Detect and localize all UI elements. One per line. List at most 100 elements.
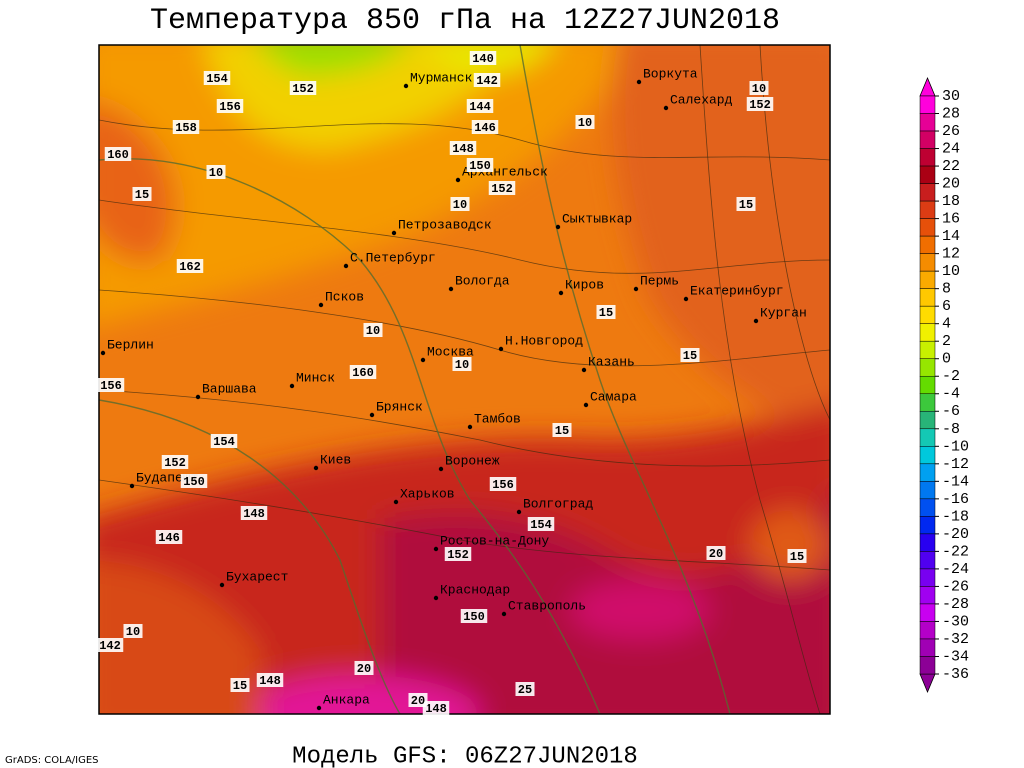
colorbar-label: -16 [942, 491, 969, 508]
city-label: Киев [320, 452, 351, 467]
contour-label: 148 [425, 702, 447, 716]
contour-label-box [575, 115, 595, 129]
contour-label: 20 [709, 547, 723, 561]
city-dot [558, 290, 564, 296]
city-label: Сыктывкар [562, 211, 632, 226]
contour-label-layer: 1401541521561581601421441461481501521621… [96, 51, 807, 716]
city-dot [219, 582, 225, 588]
colorbar-label: 22 [942, 158, 960, 175]
contour-label: 10 [455, 358, 469, 372]
city-dot [343, 263, 349, 269]
contour-label-box [206, 165, 226, 179]
city-dot [316, 705, 322, 711]
colorbar-label: -4 [942, 386, 960, 403]
colorbar-segment [919, 183, 936, 202]
colorbar-segment [919, 235, 936, 254]
colorbar-segment [919, 393, 936, 412]
colorbar-segment [919, 270, 936, 289]
city-label: Волгоград [523, 496, 593, 511]
colorbar-segment [919, 358, 936, 377]
colorbar-label: 26 [942, 123, 960, 140]
colorbar-label: -6 [942, 403, 960, 420]
contour-label: 150 [463, 610, 485, 624]
city-label: Н.Новгород [505, 333, 583, 348]
colorbar-segment [919, 621, 936, 640]
model-footer: Модель GFS: 06Z27JUN2018 [292, 743, 638, 768]
contour-label-box [289, 81, 317, 95]
colorbar-segment [919, 218, 936, 237]
city-dot [433, 595, 439, 601]
city-label: Киров [565, 277, 604, 292]
city-dot [313, 465, 319, 471]
colorbar-label: -26 [942, 578, 969, 595]
colorbar-label: 20 [942, 176, 960, 193]
city-dot [393, 499, 399, 505]
city-dot [369, 412, 375, 418]
contour-label: 10 [126, 625, 140, 639]
contour-label: 142 [476, 74, 498, 88]
city-label: Москва [427, 344, 474, 359]
contour-label: 15 [683, 349, 697, 363]
contour-label-box [216, 99, 244, 113]
city-dot [753, 318, 759, 324]
colorbar-segment [919, 463, 936, 482]
contour-label-box [749, 81, 769, 95]
contour-label-box [408, 693, 428, 707]
contour-label: 152 [447, 548, 469, 562]
colorbar-label: 16 [942, 211, 960, 228]
colorbar-label: -30 [942, 613, 969, 630]
colorbar-label: 2 [942, 333, 951, 350]
city-dot [195, 394, 201, 400]
city-label: Берлин [107, 337, 154, 352]
contour-label: 150 [469, 159, 491, 173]
contour-label-box [466, 99, 494, 113]
contour-label: 146 [474, 121, 496, 135]
contour-label: 148 [243, 507, 265, 521]
city-label: Ставрополь [508, 598, 586, 613]
colorbar-segment [919, 568, 936, 587]
city-dot [318, 302, 324, 308]
colorbar-segment [919, 148, 936, 167]
city-label: Курган [760, 305, 807, 320]
contour-label-box [256, 673, 284, 687]
colorbar-segment [919, 113, 936, 132]
colorbar-segment [919, 481, 936, 500]
city-dot [555, 224, 561, 230]
contour-label-box [449, 141, 477, 155]
contour-label-box [787, 549, 807, 563]
contour-label-box [473, 73, 501, 87]
contour-label-box [172, 120, 200, 134]
colorbar-segment [919, 95, 936, 114]
colorbar-top-arrow [919, 76, 936, 97]
colorbar-label: -34 [942, 648, 969, 665]
contour-label-box [97, 378, 125, 392]
city-label: Краснодар [440, 582, 510, 597]
contour-label-box [180, 474, 208, 488]
colorbar-label: -20 [942, 526, 969, 543]
city-label: Варшава [202, 381, 257, 396]
contour-label-box [363, 323, 383, 337]
colorbar-label: -28 [942, 596, 969, 613]
colorbar-segment [919, 656, 936, 675]
colorbar: 302826242220181614121086420-2-4-6-8-10-1… [919, 76, 969, 694]
contour-label-box [230, 678, 250, 692]
colorbar-segment [919, 288, 936, 307]
colorbar-segment [919, 200, 936, 219]
colorbar-segment [919, 305, 936, 324]
contour-label-box [104, 147, 132, 161]
contour-label: 146 [158, 531, 180, 545]
city-dot [100, 350, 106, 356]
colorbar-segment [919, 498, 936, 517]
contour-label: 20 [411, 694, 425, 708]
contour-label-box [746, 97, 774, 111]
credit: GrADS: COLA/IGES [5, 755, 99, 766]
colorbar-segment [919, 551, 936, 570]
contour-label-box [680, 348, 700, 362]
colorbar-label: 12 [942, 246, 960, 263]
contour-label: 10 [578, 116, 592, 130]
city-label: Ростов-на-Дону [440, 533, 549, 548]
contour-label-box [132, 187, 152, 201]
contour-label-box [240, 506, 268, 520]
colorbar-segment [919, 375, 936, 395]
city-label: С.Петербург [350, 250, 436, 265]
